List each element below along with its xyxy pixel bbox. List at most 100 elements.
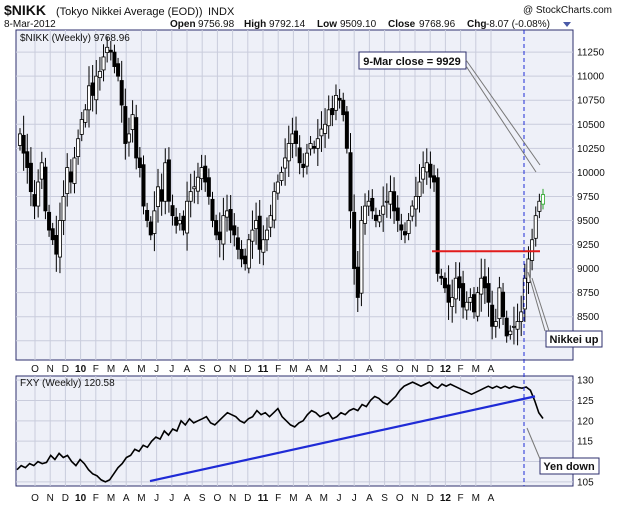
fxy-x-tick-label: M	[320, 493, 328, 504]
candle-up	[57, 220, 62, 258]
candle-up	[94, 75, 99, 101]
candle-up	[406, 220, 411, 234]
price-x-tick-label: A	[123, 364, 130, 375]
candle-up	[464, 301, 469, 311]
close-callout-pointer	[465, 59, 541, 166]
close-callout-pointer-2	[465, 65, 537, 173]
fxy-x-tick-label: D	[244, 493, 251, 504]
candle-down	[214, 220, 219, 236]
candle-up	[97, 70, 102, 79]
candle-down	[21, 134, 26, 154]
candle-down	[370, 197, 375, 212]
candle-down	[141, 164, 146, 207]
fxy-x-tick-label: O	[396, 493, 404, 504]
price-y-tick-label: 9000	[577, 264, 600, 275]
candle-up	[359, 220, 364, 294]
candle-down	[482, 276, 487, 289]
candle-down	[68, 171, 73, 183]
candle-up	[526, 258, 531, 283]
candle-down	[170, 205, 175, 217]
candle-up	[493, 321, 498, 327]
open-label: Open	[170, 19, 196, 30]
fxy-x-tick-label: A	[123, 493, 130, 504]
candle-up	[163, 162, 168, 202]
fxy-y-tick-label: 115	[577, 437, 593, 448]
candle-up	[275, 181, 280, 194]
candle-up	[254, 220, 259, 230]
candle-up	[508, 330, 513, 335]
price-x-tick-label: J	[337, 364, 342, 375]
candle-up	[308, 143, 313, 150]
fxy-grid	[16, 376, 573, 486]
fxy-x-axis: O N D 10 F M A M J J A S O N D 11 F M A M J J A S O N D 12 F M A	[31, 493, 495, 504]
fxy-x-tick-label: S	[381, 493, 388, 504]
candle-up	[264, 229, 269, 241]
fxy-x-tick-label: 10	[75, 493, 87, 504]
candle-up	[511, 325, 516, 328]
candle-up	[333, 95, 338, 111]
price-x-tick-label: A	[184, 364, 191, 375]
candle-down	[373, 214, 378, 221]
candle-up	[424, 162, 429, 173]
candle-up	[130, 114, 135, 130]
fxy-x-tick-label: A	[184, 493, 191, 504]
fxy-x-tick-label: A	[366, 493, 373, 504]
fxy-x-tick-label: D	[62, 493, 69, 504]
nikkei-callout-box	[545, 330, 603, 348]
candle-down	[486, 283, 491, 303]
candle-up	[421, 167, 426, 180]
candle-down	[352, 211, 357, 270]
copyright: @ StockCharts.com	[523, 5, 612, 16]
fxy-x-tick-label: 12	[440, 493, 452, 504]
candle-down	[471, 294, 476, 313]
price-x-tick-label: J	[169, 364, 174, 375]
fxy-y-tick-label: 105	[577, 477, 594, 488]
price-x-tick-label: 10	[75, 364, 87, 375]
candle-up	[87, 85, 92, 111]
candle-up	[279, 171, 284, 181]
candle-up	[326, 109, 331, 127]
candle-down	[294, 130, 299, 144]
candle-up	[79, 119, 84, 135]
candle-up	[185, 200, 190, 234]
candle-down	[181, 215, 186, 231]
fxy-panel	[15, 375, 574, 487]
dropdown-triangle-icon[interactable]	[563, 22, 571, 27]
candle-up	[195, 176, 200, 192]
candle-down	[123, 106, 128, 144]
candle-down	[134, 117, 139, 159]
fxy-x-tick-label: N	[411, 493, 418, 504]
fxy-x-tick-label: N	[229, 493, 236, 504]
candle-down	[47, 211, 52, 231]
candle-up	[533, 215, 538, 239]
candle-down	[206, 177, 211, 197]
candle-up	[522, 277, 527, 310]
candle-up	[413, 196, 418, 210]
price-x-tick-label: N	[411, 364, 418, 375]
fxy-x-tick-label: J	[154, 493, 159, 504]
candle-up	[246, 239, 251, 269]
nikkei-callout-pointer	[531, 277, 550, 332]
price-x-tick-label: S	[199, 364, 206, 375]
candle-up	[126, 133, 131, 143]
fxy-x-tick-label: M	[289, 493, 297, 504]
price-x-tick-label: O	[396, 364, 404, 375]
candle-down	[395, 207, 400, 221]
high-label: High	[244, 19, 266, 30]
price-y-tick-label: 10500	[577, 120, 605, 131]
candle-up	[497, 287, 502, 320]
price-y-axis: 8250850087509000925095009750100001025010…	[577, 48, 605, 348]
candle-up	[199, 167, 204, 180]
candle-up	[83, 109, 88, 123]
candle-down	[297, 147, 302, 164]
fxy-x-tick-label: F	[458, 493, 464, 504]
candle-up	[384, 200, 389, 203]
price-x-tick-label: N	[229, 364, 236, 375]
candle-up	[381, 205, 386, 215]
fxy-y-tick-label: 120	[577, 416, 594, 427]
symbol: $NIKK	[4, 2, 46, 18]
annotations: 9-Mar close = 9929 Nikkei up Yen down	[358, 51, 603, 475]
fxy-x-tick-label: N	[47, 493, 54, 504]
candle-down	[399, 224, 404, 231]
